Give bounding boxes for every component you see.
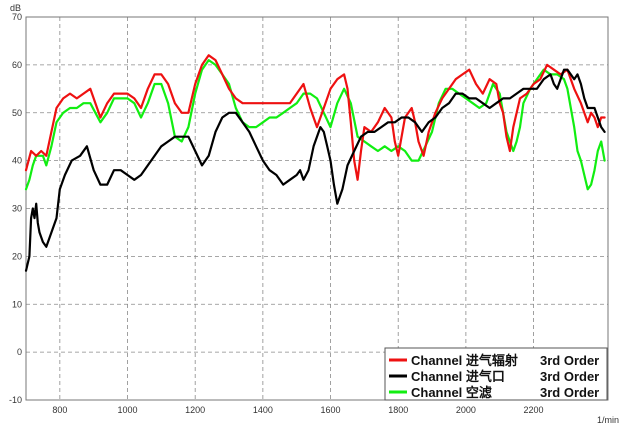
y-tick-label: 60 bbox=[12, 60, 22, 70]
x-axis-ticks: 800 1000 1200 1400 1600 1800 2000 2200 bbox=[52, 405, 543, 415]
legend-order-label: 3rd Order bbox=[540, 369, 599, 384]
legend-order-label: 3rd Order bbox=[540, 385, 599, 400]
legend-box bbox=[384, 347, 608, 401]
x-axis-unit-label: 1/min bbox=[597, 415, 619, 425]
legend-series-name: Channel 进气口 bbox=[411, 369, 505, 384]
y-axis-ticks: -10 0 10 20 30 40 50 60 70 bbox=[9, 12, 22, 405]
x-tick-label: 1000 bbox=[117, 405, 137, 415]
x-tick-label: 1200 bbox=[185, 405, 205, 415]
y-tick-label: 50 bbox=[12, 108, 22, 118]
series-line bbox=[24, 54, 606, 181]
y-tick-label: 30 bbox=[12, 204, 22, 214]
y-tick-label: 40 bbox=[12, 156, 22, 166]
series-line bbox=[24, 68, 606, 272]
grid bbox=[26, 16, 608, 401]
y-tick-label: -10 bbox=[9, 395, 22, 405]
x-tick-label: 2000 bbox=[456, 405, 476, 415]
y-tick-label: 20 bbox=[12, 251, 22, 261]
y-axis-unit-label: dB bbox=[10, 3, 21, 13]
legend: Channel 进气辐射 3rd Order Channel 进气口 3rd Orde… bbox=[384, 347, 608, 401]
x-tick-label: 800 bbox=[52, 405, 67, 415]
y-tick-label: 10 bbox=[12, 299, 22, 309]
y-tick-label: 70 bbox=[12, 12, 22, 22]
x-tick-label: 1600 bbox=[321, 405, 341, 415]
legend-series-name: Channel 进气辐射 bbox=[411, 353, 518, 368]
x-tick-label: 2200 bbox=[524, 405, 544, 415]
x-tick-label: 1400 bbox=[253, 405, 273, 415]
plot-frame bbox=[25, 16, 609, 401]
legend-order-label: 3rd Order bbox=[540, 353, 599, 368]
y-tick-label: 0 bbox=[17, 347, 22, 357]
legend-items: Channel 进气辐射 3rd Order Channel 进气口 3rd Orde… bbox=[389, 353, 599, 400]
series-layer bbox=[24, 54, 606, 272]
x-tick-label: 1800 bbox=[388, 405, 408, 415]
legend-series-name: Channel 空滤 bbox=[411, 385, 492, 400]
